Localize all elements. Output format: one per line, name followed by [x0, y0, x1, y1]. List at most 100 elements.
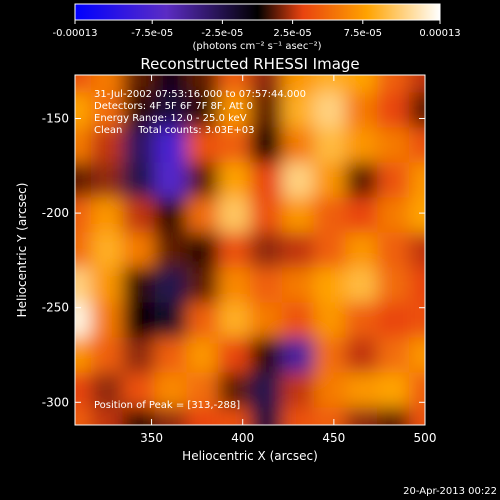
y-axis-ticks: -150 -200 -250 -300 [42, 112, 425, 409]
heatmap-cell [281, 127, 315, 164]
heatmap-cell [345, 407, 379, 425]
heatmap-cell [377, 372, 411, 409]
plot-frame [74, 74, 426, 426]
heatmap-cell [345, 75, 379, 94]
heatmap-cell [186, 92, 220, 129]
colorbar-tick-label: -0.00013 [53, 28, 98, 39]
heatmap-cell [313, 337, 347, 374]
heatmap-cell [313, 407, 347, 425]
heatmap-cell [250, 302, 283, 339]
heatmap-cell [345, 232, 379, 269]
heatmap-cell [409, 232, 425, 269]
heatmap-cell [90, 92, 124, 129]
heatmap-cell [186, 302, 220, 339]
heatmap-cell [122, 197, 156, 234]
heatmap-cell [90, 372, 124, 409]
colorbar-tick-label: 7.5e-05 [344, 28, 382, 39]
heatmap-cell [186, 407, 220, 425]
heatmap-cell [313, 232, 347, 269]
heatmap-cell [218, 197, 251, 234]
heatmap-cell [154, 197, 188, 234]
heatmap-cell [122, 162, 156, 199]
chart-title: Reconstructed RHESSI Image [140, 55, 359, 73]
heatmap-layer [75, 75, 425, 425]
heatmap-cell [250, 372, 283, 409]
heatmap-cell [90, 162, 124, 199]
heatmap-cell [345, 372, 379, 409]
heatmap-cell [345, 92, 379, 129]
y-axis-label: Heliocentric Y (arcsec) [15, 183, 29, 318]
heatmap-cell [345, 127, 379, 164]
heatmap-cell [377, 92, 411, 129]
heatmap-cell [154, 127, 188, 164]
heatmap-cell [377, 232, 411, 269]
heatmap-cell [218, 162, 251, 199]
heatmap-cell [377, 75, 411, 94]
heatmap-cell [186, 75, 220, 94]
heatmap-cell [409, 267, 425, 304]
heatmap-cell [186, 267, 220, 304]
heatmap-cell [75, 75, 92, 94]
heatmap-cell [377, 127, 411, 164]
colorbar-ticks: -0.00013 -7.5e-05 -2.5e-05 2.5e-05 7.5e-05 0.… [53, 20, 461, 39]
heatmap-cell [409, 302, 425, 339]
heatmap-cell [90, 302, 124, 339]
heatmap-cell [409, 372, 425, 409]
heatmap-cell [122, 92, 156, 129]
heatmap-cell [75, 302, 92, 339]
heatmap-cell [186, 337, 220, 374]
peak-position-label: Position of Peak = [313,-288] [94, 400, 240, 411]
heatmap-cell [345, 337, 379, 374]
heatmap-cell [122, 337, 156, 374]
heatmap-cell [218, 127, 251, 164]
heatmap-cell [218, 302, 251, 339]
heatmap-cell [186, 127, 220, 164]
colorbar-tick-label: -7.5e-05 [131, 28, 173, 39]
heatmap-cell [250, 127, 283, 164]
heatmap-cell [281, 92, 315, 129]
heatmap-cell [409, 162, 425, 199]
heatmap-cell [281, 302, 315, 339]
heatmap-cell [409, 75, 425, 94]
heatmap-cell [75, 337, 92, 374]
heatmap-cell [281, 267, 315, 304]
y-tick-label: -250 [42, 301, 69, 315]
heatmap-cell [281, 232, 315, 269]
heatmap-cell [90, 407, 124, 425]
heatmap-cell [186, 232, 220, 269]
colorbar-unit-label: (photons cm⁻² s⁻¹ asec⁻²) [192, 41, 321, 52]
heatmap-cell [250, 267, 283, 304]
heatmap-cell [250, 162, 283, 199]
heatmap-cell [377, 197, 411, 234]
heatmap-cell [122, 75, 156, 94]
heatmap-cell [281, 197, 315, 234]
heatmap-cell [90, 75, 124, 94]
heatmap-cell [409, 127, 425, 164]
heatmap-cell [313, 302, 347, 339]
heatmap-cell [250, 232, 283, 269]
heatmap-cell [154, 75, 188, 94]
heatmap-cell [154, 267, 188, 304]
heatmap-cell [313, 267, 347, 304]
heatmap-cell [154, 92, 188, 129]
heatmap-cell [409, 407, 425, 425]
heatmap-cell [345, 162, 379, 199]
heatmap-cell [154, 407, 188, 425]
annotation-energy-range: Energy Range: 12.0 - 25.0 keV [94, 113, 247, 124]
heatmap-cell [154, 337, 188, 374]
heatmap-cell [281, 407, 315, 425]
heatmap-cell [122, 127, 156, 164]
heatmap-cell [313, 127, 347, 164]
y-tick-label: -200 [42, 206, 69, 220]
heatmap-cell [186, 162, 220, 199]
y-tick-label: -300 [42, 395, 69, 409]
heatmap-cell [250, 337, 283, 374]
heatmap-cell [218, 267, 251, 304]
heatmap-cell [75, 372, 92, 409]
heatmap-cell [281, 337, 315, 374]
colorbar [74, 3, 441, 21]
heatmap-cell [313, 162, 347, 199]
heatmap-cell [377, 162, 411, 199]
y-tick-label: -150 [42, 112, 69, 126]
